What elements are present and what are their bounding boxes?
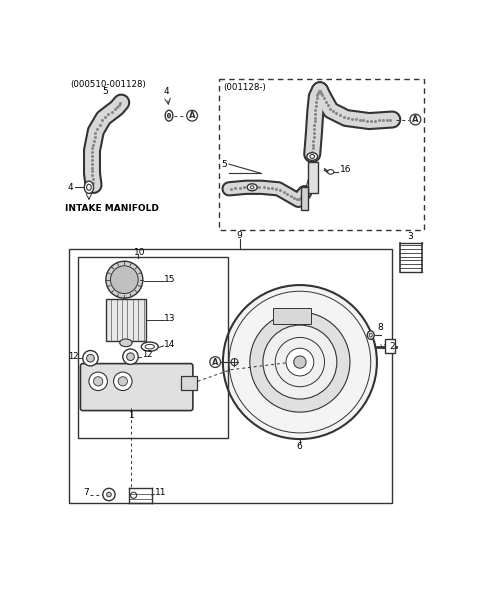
Text: 6: 6 [297, 442, 302, 450]
Text: 11: 11 [155, 488, 167, 497]
Circle shape [286, 348, 314, 376]
Text: 4: 4 [67, 183, 73, 192]
Circle shape [187, 110, 197, 121]
Ellipse shape [367, 331, 374, 339]
Circle shape [107, 492, 111, 497]
Bar [308, 162, 318, 192]
Bar [180, 376, 197, 390]
Circle shape [127, 353, 134, 360]
Circle shape [123, 349, 138, 364]
Ellipse shape [168, 114, 170, 118]
Text: 12: 12 [68, 352, 78, 361]
Text: 12: 12 [142, 350, 153, 359]
Text: 8: 8 [377, 323, 383, 332]
Circle shape [210, 357, 221, 367]
FancyBboxPatch shape [81, 364, 193, 411]
Circle shape [294, 356, 306, 368]
Ellipse shape [231, 359, 238, 365]
Text: 15: 15 [164, 275, 175, 284]
Circle shape [250, 312, 350, 412]
Text: (000510-001128): (000510-001128) [71, 79, 146, 89]
Circle shape [86, 354, 94, 362]
Text: 7: 7 [83, 488, 88, 497]
Bar [384, 339, 395, 353]
Ellipse shape [120, 339, 132, 346]
Text: 5: 5 [221, 159, 227, 169]
Text: 9: 9 [237, 230, 242, 240]
Text: (001128-): (001128-) [223, 82, 265, 92]
Circle shape [410, 114, 421, 125]
Text: 4: 4 [164, 87, 169, 97]
Circle shape [110, 266, 138, 293]
Circle shape [106, 261, 143, 298]
Text: 5: 5 [103, 87, 108, 95]
Text: 14: 14 [164, 340, 175, 349]
Text: 1: 1 [129, 411, 135, 420]
Text: A: A [412, 115, 419, 124]
Ellipse shape [141, 342, 158, 351]
Text: A: A [189, 111, 195, 120]
Text: INTAKE MANIFOLD: INTAKE MANIFOLD [65, 203, 159, 213]
Circle shape [223, 285, 377, 439]
Bar [106, 299, 146, 342]
Text: 3: 3 [407, 232, 413, 241]
Text: A: A [212, 357, 218, 367]
Circle shape [103, 488, 115, 500]
Bar [301, 188, 308, 210]
Bar [78, 257, 228, 437]
Circle shape [263, 325, 337, 399]
Circle shape [118, 377, 127, 386]
Ellipse shape [307, 153, 318, 160]
Ellipse shape [328, 170, 334, 174]
Ellipse shape [165, 110, 173, 121]
Circle shape [114, 372, 132, 390]
Text: 2: 2 [389, 342, 395, 351]
Circle shape [89, 372, 108, 390]
Circle shape [94, 377, 103, 386]
Bar [219, 79, 424, 230]
Circle shape [83, 351, 98, 366]
Bar [273, 308, 312, 324]
Ellipse shape [84, 181, 94, 194]
Text: 16: 16 [340, 165, 351, 174]
Text: 13: 13 [164, 313, 175, 323]
Ellipse shape [247, 184, 257, 191]
Bar [69, 249, 392, 503]
Text: 10: 10 [134, 248, 146, 257]
